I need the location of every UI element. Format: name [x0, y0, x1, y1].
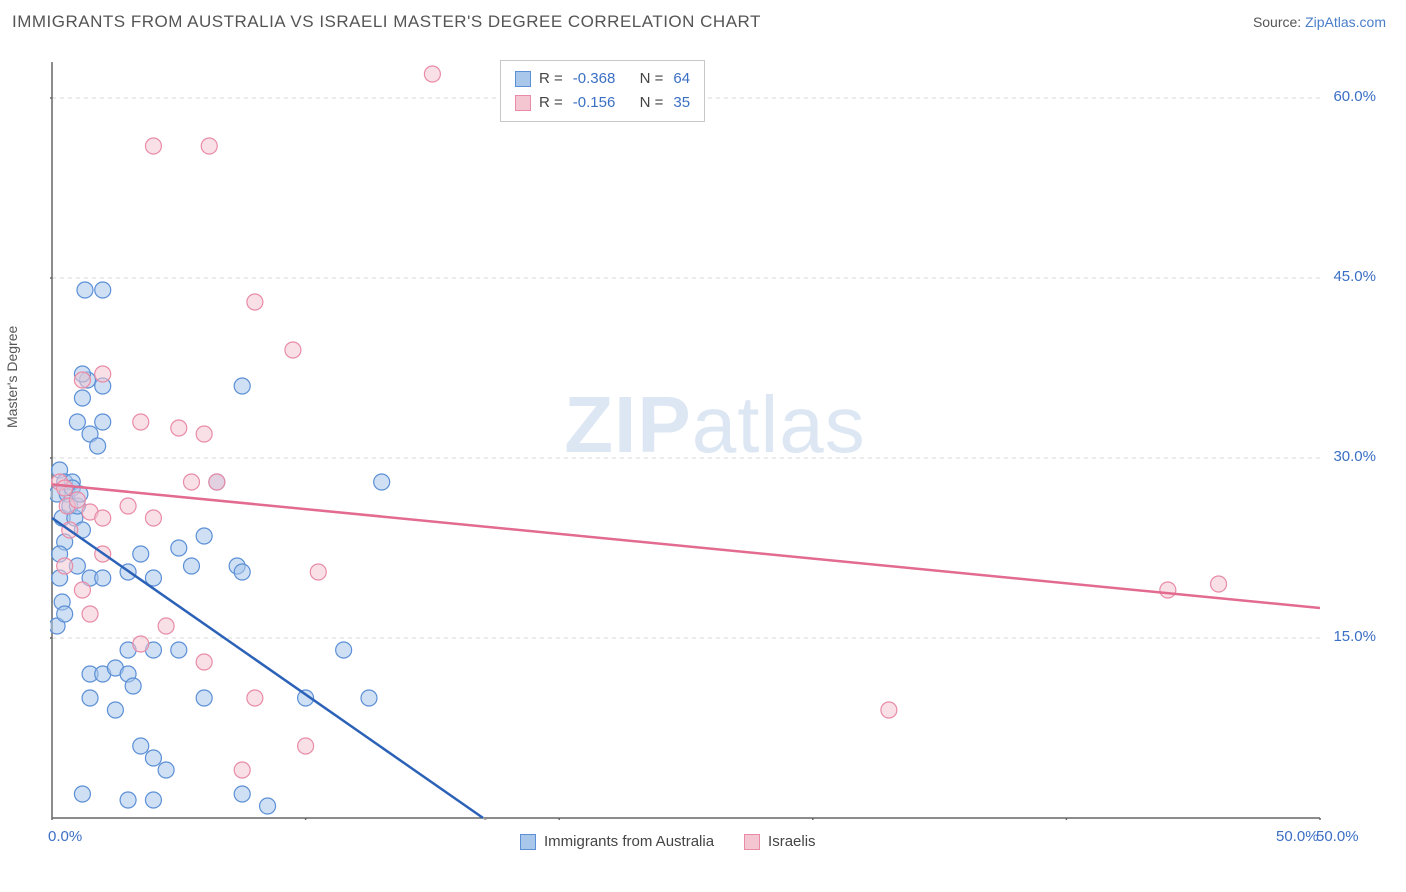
chart-title: IMMIGRANTS FROM AUSTRALIA VS ISRAELI MAS…: [12, 12, 761, 32]
x-tick-label: 50.0%: [1316, 828, 1359, 845]
y-tick-label: 15.0%: [1333, 628, 1376, 645]
legend-n-value: 35: [673, 91, 690, 115]
legend-r-label: R =: [539, 67, 563, 91]
chart-area: ZIPatlas R = -0.368 N = 64 R = -0.156 N …: [50, 60, 1380, 820]
header: IMMIGRANTS FROM AUSTRALIA VS ISRAELI MAS…: [0, 0, 1406, 40]
legend-swatch: [744, 834, 760, 850]
correlation-legend-row: R = -0.368 N = 64: [515, 67, 690, 91]
y-tick-label: 45.0%: [1333, 268, 1376, 285]
x-tick-label: 50.0%: [1276, 828, 1319, 845]
legend-swatch: [520, 834, 536, 850]
series-legend-label: Israelis: [768, 833, 816, 850]
y-tick-label: 30.0%: [1333, 448, 1376, 465]
legend-r-value: -0.368: [573, 67, 616, 91]
legend-n-label: N =: [640, 67, 664, 91]
y-axis-label: Master's Degree: [4, 326, 20, 428]
legend-n-value: 64: [673, 67, 690, 91]
correlation-legend: R = -0.368 N = 64 R = -0.156 N = 35: [500, 60, 705, 122]
source-link[interactable]: ZipAtlas.com: [1305, 14, 1386, 30]
legend-r-value: -0.156: [573, 91, 616, 115]
series-legend: Immigrants from Australia Israelis: [520, 833, 816, 850]
correlation-legend-row: R = -0.156 N = 35: [515, 91, 690, 115]
series-legend-item: Immigrants from Australia: [520, 833, 714, 850]
legend-swatch: [515, 95, 531, 111]
y-tick-label: 60.0%: [1333, 88, 1376, 105]
legend-r-label: R =: [539, 91, 563, 115]
scatter-plot: [50, 60, 1380, 820]
x-tick-label: 0.0%: [48, 828, 82, 845]
source-label: Source:: [1253, 14, 1301, 30]
series-legend-label: Immigrants from Australia: [544, 833, 714, 850]
series-legend-item: Israelis: [744, 833, 816, 850]
legend-swatch: [515, 71, 531, 87]
source-citation: Source: ZipAtlas.com: [1253, 14, 1386, 30]
legend-n-label: N =: [640, 91, 664, 115]
